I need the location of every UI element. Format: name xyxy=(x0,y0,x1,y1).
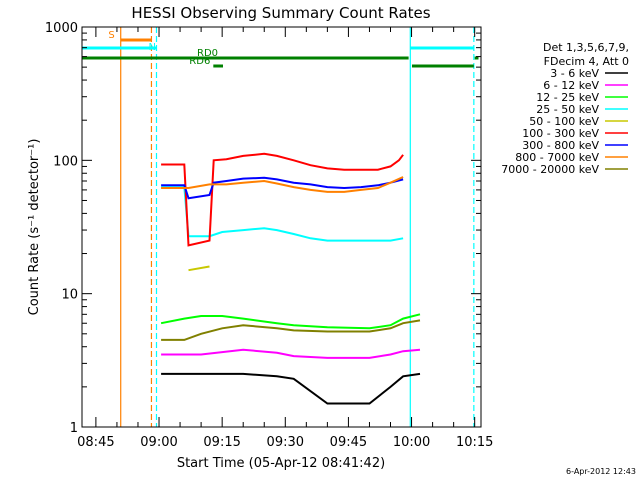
series-line xyxy=(161,348,421,359)
legend-label: 6 - 12 keV xyxy=(543,79,599,92)
flag-label: S xyxy=(108,30,114,41)
x-tick-label: 09:15 xyxy=(203,435,240,450)
x-tick-label: 09:30 xyxy=(267,435,304,450)
x-tick-label: 09:45 xyxy=(330,435,367,450)
series-line xyxy=(161,176,404,193)
plot-frame xyxy=(81,26,482,428)
x-tick-label: 10:00 xyxy=(393,435,430,450)
y-tick-label: 10 xyxy=(61,288,78,303)
legend-label: 100 - 300 keV xyxy=(522,127,599,140)
series-line xyxy=(161,176,404,200)
x-axis-label: Start Time (05-Apr-12 08:41:42) xyxy=(177,456,385,471)
x-tick-label: 08:45 xyxy=(77,435,114,450)
legend-label: 800 - 7000 keV xyxy=(515,151,599,164)
legend-label: 12 - 25 keV xyxy=(536,91,599,104)
x-tick-label: 09:00 xyxy=(140,435,177,450)
y-tick-label: 100 xyxy=(53,154,78,169)
series-line xyxy=(161,186,404,242)
y-axis-label: Count Rate (s⁻¹ detector⁻¹) xyxy=(27,139,42,316)
chart-title: HESSI Observing Summary Count Rates xyxy=(131,4,430,22)
plot-area xyxy=(120,27,475,427)
legend-label: 300 - 800 keV xyxy=(522,139,599,152)
legend-header-2: FDecim 4, Att 0 xyxy=(544,55,629,68)
legend-label: 50 - 100 keV xyxy=(529,115,599,128)
flag-label: RD6 xyxy=(189,56,210,67)
series-line xyxy=(160,313,421,330)
series-line xyxy=(161,152,404,247)
y-tick-label: 1 xyxy=(70,421,78,436)
x-axis: 08:45 09:00 09:15 09:30 09:45 10:00 10:15 xyxy=(77,27,493,450)
legend: Det 1,3,5,6,7,9, FDecim 4, Att 0 3 - 6 k… xyxy=(501,41,629,176)
series-line xyxy=(161,372,421,405)
legend-label: 25 - 50 keV xyxy=(536,103,599,116)
legend-label: 3 - 6 keV xyxy=(550,67,599,80)
legend-header-1: Det 1,3,5,6,7,9, xyxy=(543,41,629,54)
flag-label: RD0 xyxy=(197,48,218,59)
series-line xyxy=(161,319,421,341)
y-tick-label: 1000 xyxy=(45,21,78,36)
legend-label: 7000 - 20000 keV xyxy=(501,163,599,176)
footer-timestamp: 6-Apr-2012 12:43 xyxy=(566,467,636,476)
flag-label: N xyxy=(148,42,155,53)
x-tick-label: 10:15 xyxy=(456,435,493,450)
y-axis: 1 10 100 1000 xyxy=(45,21,481,436)
series-line xyxy=(188,265,210,272)
